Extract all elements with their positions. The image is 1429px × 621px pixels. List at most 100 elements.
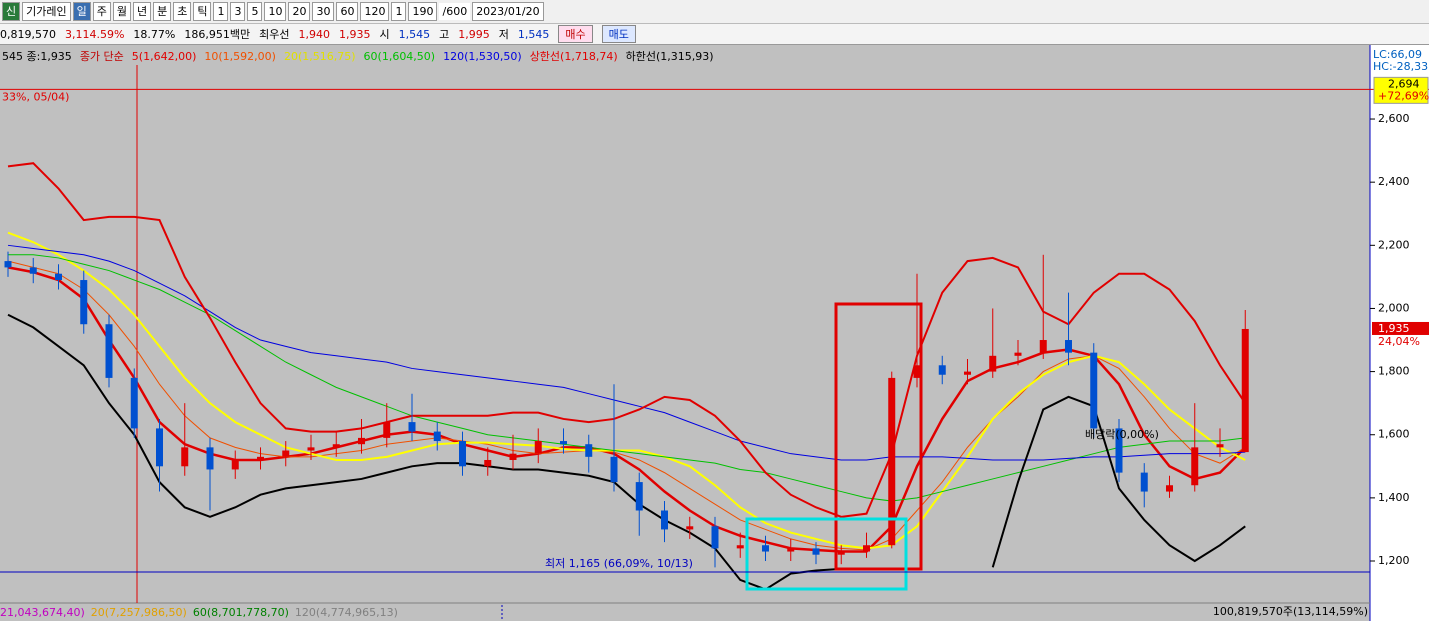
info-item: 1,935 [338,27,371,41]
candle-body [938,365,946,375]
candle-body [812,548,820,555]
period-button[interactable]: 초 [173,2,192,21]
candle-body [383,422,391,438]
y-tick-label: 2,600 [1378,112,1410,125]
interval-button[interactable]: 5 [247,2,263,21]
legend-item: 60(1,604,50) [364,50,436,63]
info-item: 1,995 [458,27,490,41]
footer-item: 21,043,674,40) [0,606,85,619]
candle-body [1216,444,1224,448]
chart: 545 종:1,935 종가 단순 5(1,642,00) 10(1,592,00) 2… [0,45,1429,621]
y-tick-label: 1,800 [1378,365,1410,378]
candle-body [635,482,643,511]
info-item: 186,951백만 [184,28,251,41]
info-item: 18.77% [133,27,176,41]
info-item: 고 [439,28,450,41]
candle-body [29,267,37,274]
candle-body [307,447,315,451]
candle-body [408,422,416,432]
candles [4,251,1249,568]
candle-body [1115,428,1123,473]
candle-body [55,273,62,281]
candle-body [1065,340,1072,353]
candle-body [1014,352,1022,356]
candle-body [585,444,593,457]
candle-body [358,437,365,445]
interval-button[interactable]: 30 [312,2,335,21]
candle-body [332,444,340,448]
candle-body [231,459,239,470]
lines [7,162,1247,591]
buy-button[interactable]: 매수 [558,25,593,43]
price-change: 24,04% [1378,335,1420,348]
annotation: 배당락(0,00%) [1085,428,1159,441]
y-tick-label: 1,400 [1378,491,1410,504]
low-label: 최저 1,165 (66,09%, 10/13) [545,557,693,570]
date-input[interactable]: 2023/01/20 [472,2,544,21]
footer-volume: 100,819,570주(13,114,59%) [1213,605,1368,618]
sell-button[interactable]: 매도 [601,25,636,43]
y-tick-label: 1,600 [1378,428,1410,441]
candle-body [105,324,113,378]
legend-item: 10(1,592,00) [204,50,276,63]
info-item: 0,819,570 [0,27,56,41]
candle-body [964,371,971,375]
footer-item: 120(4,774,965,13) [295,606,398,619]
ma-line [7,313,1246,591]
candle-body [989,355,997,372]
interval-button[interactable]: 3 [230,2,246,21]
candle-body [762,545,769,552]
candle-body [711,526,719,549]
interval-button[interactable]: 60 [336,2,359,21]
legend-item: 5(1,642,00) [132,50,197,63]
candle-body [1191,447,1199,486]
count-input[interactable]: 1 [391,2,407,21]
candle-body [257,456,264,460]
candle-body [1140,472,1148,492]
candle-body [80,280,88,325]
legend-item: 120(1,530,50) [443,50,522,63]
high-note: 33%, 05/04) [2,90,69,103]
bars-input[interactable]: 190 [408,2,438,21]
period-button[interactable]: 일 [72,2,91,21]
code-badge[interactable]: 신 [2,2,21,21]
y-tick-label: 2,200 [1378,238,1410,251]
axis-note: LC:66,09 [1373,48,1422,61]
candle-body [661,510,668,530]
candle-body [206,447,214,470]
period-button[interactable]: 월 [112,2,131,21]
high-label-bg [1373,76,1429,104]
high-label: 2,694 [1388,77,1420,90]
candle-body [130,377,138,429]
period-button[interactable]: 틱 [193,2,212,21]
candle-body [433,431,441,442]
y-tick-label: 2,000 [1378,301,1410,314]
interval-button[interactable]: 120 [360,2,390,21]
info-item: 3,114.59% [64,27,125,41]
candle-body [4,261,12,268]
highlight-box [745,517,908,591]
interval-button[interactable]: 20 [288,2,311,21]
legend-item: 종가 단순 [80,50,124,63]
candle-body [282,450,290,457]
period-button[interactable]: 분 [153,2,172,21]
interval-button[interactable]: 1 [213,2,229,21]
candle-body [1241,328,1249,453]
stock-name[interactable]: 기가레인 [22,2,71,21]
period-button[interactable]: 년 [132,2,152,21]
footer-item: 20(7,257,986,50) [91,606,187,619]
info-bar: 0,819,570 3,114.59% 18.77% 186,951백만 최우선 1,94… [0,24,1429,45]
y-tick-label: 2,400 [1378,175,1410,188]
interval-button[interactable]: 10 [264,2,287,21]
info-item: 1,940 [298,27,330,41]
candle-body [560,441,567,445]
candle-body [534,441,542,454]
candle-body [509,453,517,460]
ma-line [7,162,1247,518]
period-button[interactable]: 주 [92,2,111,21]
candle-body [156,428,163,467]
candle-body [787,548,795,552]
candle-body [1166,485,1173,492]
info-item: 시 [379,28,390,41]
